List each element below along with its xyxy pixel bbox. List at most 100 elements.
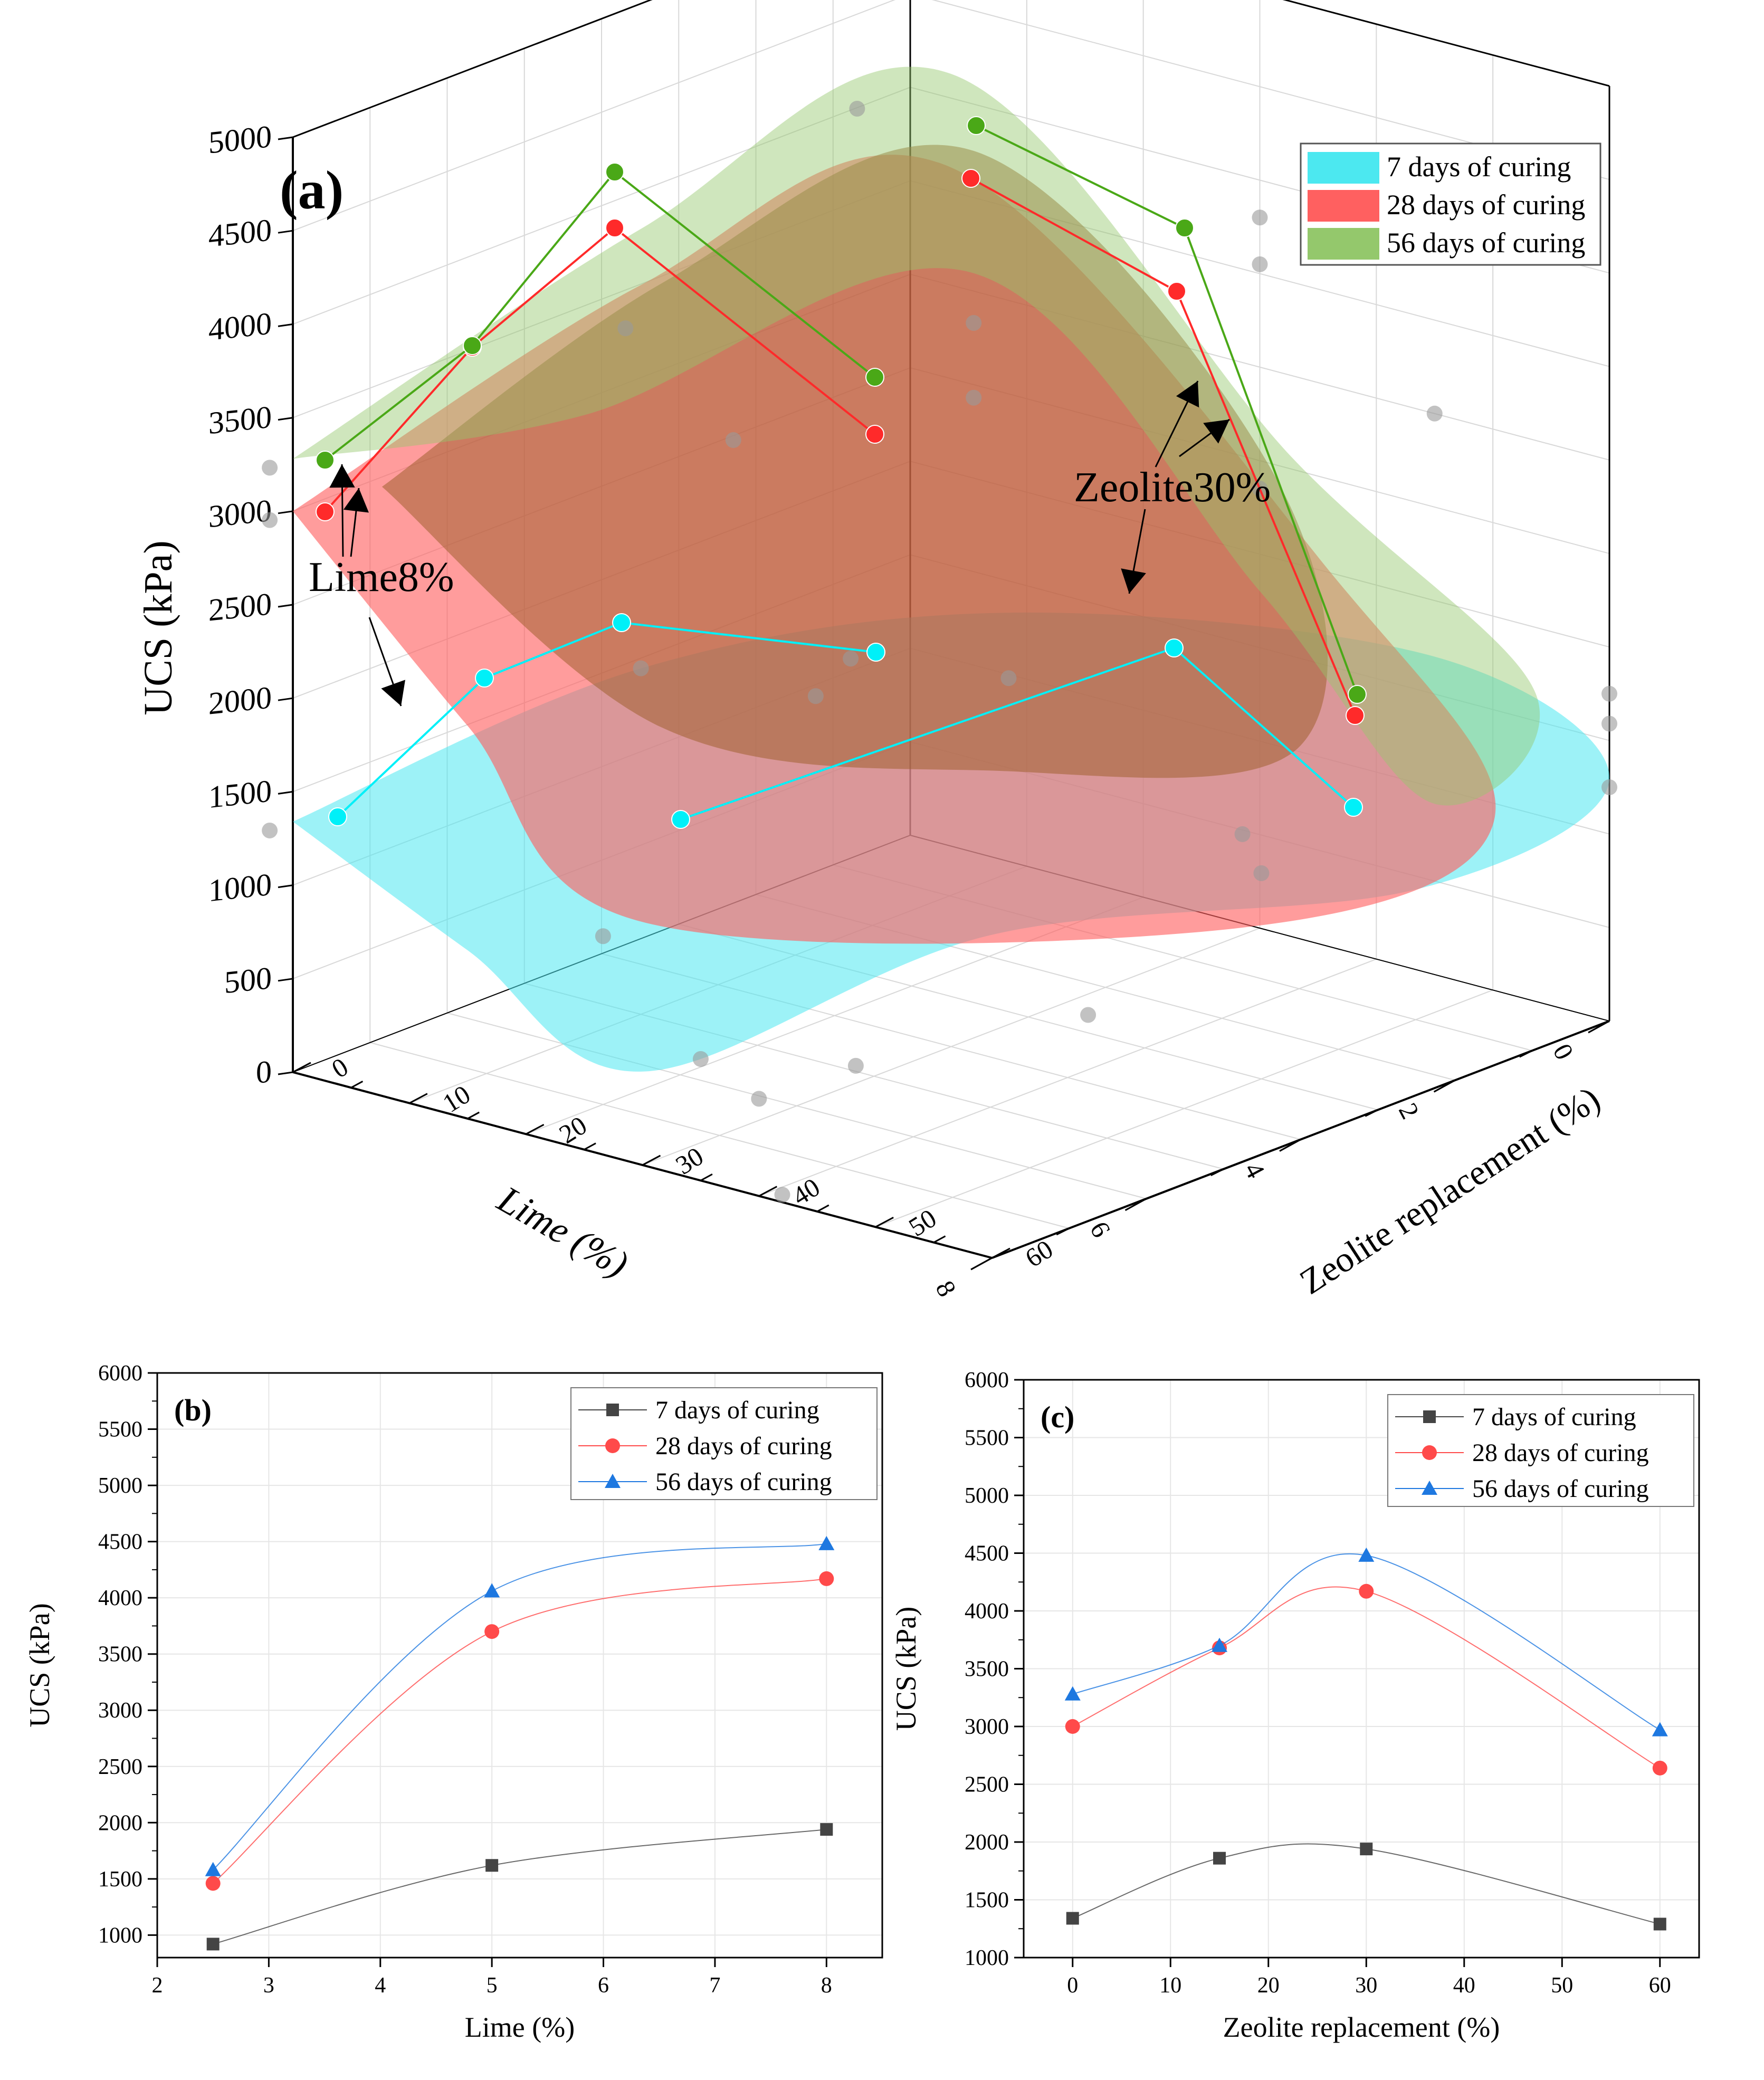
series-7-lime8-point	[475, 669, 494, 688]
y-tick	[875, 1217, 894, 1228]
y-tick-label: 3000	[965, 1715, 1009, 1739]
data-marker-triangle	[1358, 1547, 1375, 1562]
legend-swatch	[1308, 228, 1379, 260]
series-56-lime8-point	[865, 368, 884, 387]
y-axis-title: UCS (kPa)	[890, 1607, 922, 1731]
plot-frame	[156, 1372, 883, 1959]
legend-text: 56 days of curing	[1387, 227, 1585, 259]
y-tick-label: 5500	[98, 1418, 142, 1442]
data-marker-square	[1213, 1852, 1226, 1865]
data-marker-square	[1360, 1843, 1373, 1856]
y-axis-title: UCS (kPa)	[24, 1603, 55, 1728]
y-minor-tick	[350, 1081, 364, 1089]
grey-data-point	[262, 460, 278, 476]
legend-swatch	[1308, 152, 1379, 184]
z-tick-label: 1000	[208, 867, 272, 909]
data-marker-square	[1066, 1912, 1079, 1925]
data-marker-square	[485, 1859, 499, 1872]
y-tick-label: 1000	[98, 1923, 142, 1948]
grey-data-point	[617, 320, 634, 337]
x-tick-label: 40	[1453, 1973, 1475, 1998]
grey-data-point	[966, 389, 982, 406]
z-tick	[278, 417, 293, 421]
x-axis-title: Lime (%)	[465, 2011, 575, 2043]
x-tick	[970, 1257, 993, 1271]
series-28-lime8-line	[324, 226, 876, 513]
series-line-0	[1072, 1843, 1661, 1925]
arrow-head	[1203, 419, 1229, 444]
y-minor-tick	[933, 1235, 946, 1243]
x-tick	[1588, 1020, 1610, 1034]
arrow-head	[329, 464, 355, 488]
grey-data-point	[1601, 685, 1617, 702]
z-tick-label: 2000	[208, 680, 272, 721]
x-axis-title: Lime (%)	[490, 1178, 635, 1286]
grid-line	[292, 0, 896, 232]
x-tick-label: 3	[263, 1973, 274, 1998]
y-tick	[991, 1247, 1010, 1259]
y-tick-label: 2500	[965, 1773, 1009, 1797]
panel-b-line-chart: 2 3 4 5 6 7 8 1000 1500 2000 2500 3000 3500 4000 4500 5…	[24, 1361, 883, 2043]
z-axis-title: UCS (kPa)	[136, 540, 180, 715]
legend-box	[570, 1387, 878, 1500]
z-tick-label: 4000	[208, 306, 272, 348]
series-28-lime8-point	[605, 218, 624, 237]
grey-data-point	[1601, 779, 1617, 795]
y-tick-label: 6000	[965, 1368, 1009, 1392]
x-minor-tick	[1365, 1109, 1378, 1117]
grid-line	[642, 928, 1260, 1166]
arrow-head	[1176, 381, 1199, 408]
y-tick	[758, 1186, 778, 1197]
x-tick-label: 0	[1067, 1973, 1078, 1998]
z-tick	[278, 230, 293, 234]
grey-data-point	[1426, 405, 1443, 422]
z-tick	[278, 323, 293, 327]
grey-data-point	[849, 101, 865, 117]
grid-line	[292, 87, 911, 325]
grey-data-point	[1252, 256, 1268, 272]
series-7-lime8-point	[612, 613, 631, 632]
legend-swatch	[1308, 190, 1379, 222]
x-tick-label: 50	[1551, 1973, 1573, 1998]
x-tick-label: 60	[1649, 1973, 1671, 1998]
axis-line	[1282, 0, 1610, 87]
y-tick-label: 3500	[98, 1643, 142, 1667]
arrow-head	[343, 488, 369, 513]
y-minor-tick	[817, 1204, 829, 1213]
series-line-1	[1072, 1586, 1661, 1769]
x-tick-label: 8	[930, 1276, 962, 1301]
y-tick-label: 4500	[965, 1542, 1009, 1566]
surface-56-days	[293, 66, 1540, 806]
legend-a: 7 days of curing 28 days of curing 56 days…	[1300, 142, 1601, 266]
annotation-zeolite30: Zeolite30%	[1074, 464, 1271, 511]
series-28-lime8-point	[865, 425, 884, 444]
series-56-lime8-point	[605, 163, 624, 182]
series-7-lime8-point	[866, 643, 885, 662]
grey-data-point	[843, 651, 859, 667]
z-tick-label: 2500	[208, 586, 272, 628]
legend-text: 28 days of curing	[655, 1432, 832, 1460]
grey-data-point	[774, 1187, 790, 1203]
arrow-head	[381, 680, 405, 706]
grey-data-point	[725, 432, 741, 449]
grid-line	[758, 958, 1377, 1197]
data-marker-triangle	[818, 1535, 835, 1550]
series-56-lime8-line	[324, 170, 876, 461]
x-axis-title: Zeolite replacement (%)	[1223, 2011, 1500, 2043]
x-minor-tick	[1210, 1168, 1224, 1176]
grey-data-point	[262, 512, 278, 528]
data-marker-square	[1653, 1917, 1666, 1931]
legend-marker	[1422, 1481, 1437, 1495]
z-tick-label: 5000	[208, 119, 272, 160]
legend-text: 56 days of curing	[655, 1468, 832, 1496]
data-marker-square	[820, 1823, 833, 1836]
z-tick-label: 3500	[208, 399, 272, 441]
data-marker-circle	[819, 1571, 834, 1586]
legend-text: 28 days of curing	[1472, 1439, 1649, 1467]
series-28-zeolite30-point	[1346, 706, 1365, 725]
legend-marker	[1422, 1445, 1437, 1460]
series-line-2	[1072, 1553, 1661, 1731]
grey-data-point	[847, 1057, 864, 1074]
series-56-zeolite30-point	[1175, 218, 1194, 237]
y-tick-label: 4000	[98, 1586, 142, 1610]
